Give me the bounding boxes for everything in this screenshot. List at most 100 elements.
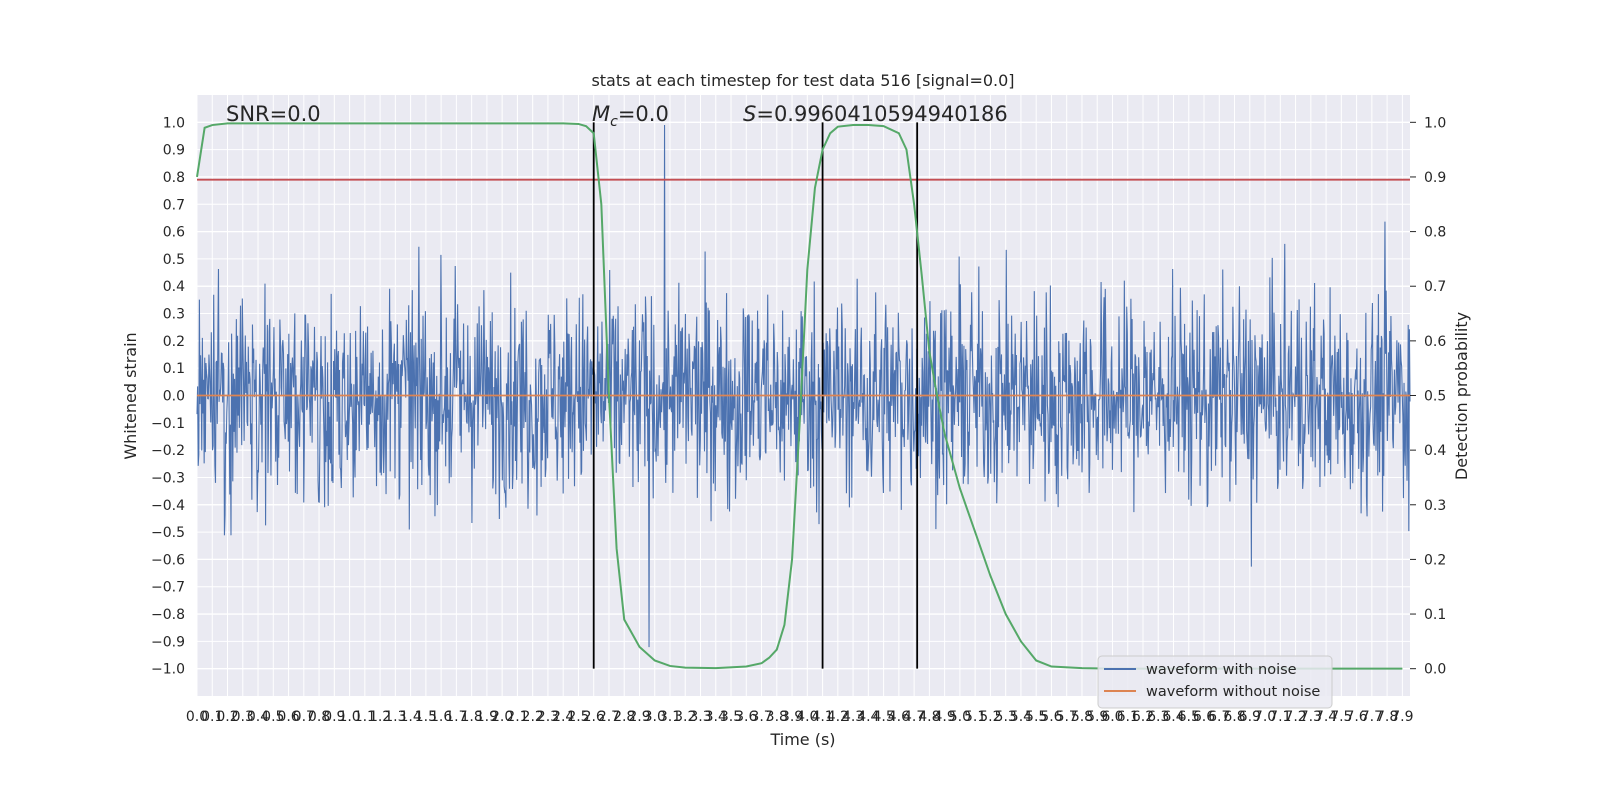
x-tick-label: 1.5 xyxy=(415,709,437,725)
x-tick-label: 0.1 xyxy=(201,709,223,725)
x-tick-label: 0.0 xyxy=(186,709,208,725)
right-y-axis-label: Detection probability xyxy=(1452,312,1471,480)
left-y-tick-label: −0.8 xyxy=(151,607,185,623)
left-y-tick-label: −0.4 xyxy=(151,498,185,514)
x-tick-label: 7.2 xyxy=(1284,709,1306,725)
x-tick-label: 3.0 xyxy=(644,709,666,725)
x-tick-label: 3.5 xyxy=(720,709,742,725)
left-y-tick-label: −0.5 xyxy=(151,525,185,541)
chart-title: stats at each timestep for test data 516… xyxy=(591,71,1014,90)
right-y-tick-label: 0.8 xyxy=(1424,225,1446,241)
noise-series xyxy=(196,125,1411,648)
probability-series xyxy=(196,122,1403,670)
x-tick-label: 3.1 xyxy=(659,709,681,725)
x-tick-label: 2.2 xyxy=(522,709,544,725)
s-symbol: S xyxy=(743,102,756,126)
right-y-tick-label: 0.4 xyxy=(1424,443,1446,459)
right-y-tick-label: 0.1 xyxy=(1424,607,1446,623)
x-tick-label: 4.0 xyxy=(796,709,818,725)
x-tick-label: 7.5 xyxy=(1330,709,1352,725)
x-tick-label: 0.5 xyxy=(262,709,284,725)
x-tick-label: 3.8 xyxy=(766,709,788,725)
x-tick-label: 1.8 xyxy=(461,709,483,725)
x-tick-label: 5.2 xyxy=(979,709,1001,725)
x-tick-label: 2.0 xyxy=(491,709,513,725)
x-tick-label: 2.4 xyxy=(552,709,574,725)
left-y-ticks: −1.0 −0.9 −0.8 −0.7 −0.6 −0.5 −0.4 −0.3 −0.2 −0.1… xyxy=(151,115,185,677)
mc-annotation: Mc=0.0 xyxy=(592,102,669,130)
left-y-tick-label: −0.3 xyxy=(151,470,185,486)
detection-probability-line xyxy=(196,122,1403,670)
x-tick-label: 2.3 xyxy=(537,709,559,725)
s-annotation: S=0.9960410594940186 xyxy=(743,102,1008,126)
left-y-tick-label: −0.2 xyxy=(151,443,185,459)
left-y-tick-label: −1.0 xyxy=(151,662,185,678)
x-tick-label: 0.9 xyxy=(323,709,345,725)
left-y-tick-label: 0.1 xyxy=(163,361,185,377)
x-tick-label: 4.9 xyxy=(934,709,956,725)
x-tick-label: 3.9 xyxy=(781,709,803,725)
x-tick-label: 3.3 xyxy=(689,709,711,725)
x-tick-label: 0.3 xyxy=(232,709,254,725)
mc-subscript: c xyxy=(610,114,618,130)
x-tick-label: 2.6 xyxy=(583,709,605,725)
mc-value: =0.0 xyxy=(618,102,669,126)
x-tick-label: 4.8 xyxy=(918,709,940,725)
x-tick-label: 7.6 xyxy=(1345,709,1367,725)
x-tick-label: 0.6 xyxy=(277,709,299,725)
x-tick-label: 5.3 xyxy=(995,709,1017,725)
left-y-tick-label: 0.5 xyxy=(163,252,185,268)
x-tick-label: 6.9 xyxy=(1239,709,1261,725)
x-tick-label: 5.5 xyxy=(1025,709,1047,725)
x-tick-label: 6.5 xyxy=(1178,709,1200,725)
x-tick-label: 1.1 xyxy=(354,709,376,725)
x-tick-label: 4.3 xyxy=(842,709,864,725)
x-tick-label: 0.4 xyxy=(247,709,269,725)
left-y-tick-label: −0.1 xyxy=(151,416,185,432)
left-y-tick-label: 0.0 xyxy=(163,389,185,405)
left-y-tick-label: 0.2 xyxy=(163,334,185,350)
right-y-ticks: 0.0 0.1 0.2 0.3 0.4 0.5 0.6 0.7 0.8 0.9 1.0 xyxy=(1410,115,1446,678)
x-tick-label: 4.1 xyxy=(811,709,833,725)
left-y-tick-label: 0.8 xyxy=(163,170,185,186)
x-tick-label: 5.8 xyxy=(1071,709,1093,725)
x-tick-label: 5.4 xyxy=(1010,709,1032,725)
x-tick-label: 1.9 xyxy=(476,709,498,725)
x-tick-label: 5.0 xyxy=(949,709,971,725)
right-y-tick-label: 0.0 xyxy=(1424,662,1446,678)
x-tick-label: 5.1 xyxy=(964,709,986,725)
x-tick-label: 1.3 xyxy=(384,709,406,725)
x-tick-label: 6.2 xyxy=(1132,709,1154,725)
left-y-tick-label: −0.7 xyxy=(151,580,185,596)
right-y-tick-label: 0.2 xyxy=(1424,552,1446,568)
x-tick-label: 6.4 xyxy=(1162,709,1184,725)
x-tick-label: 4.2 xyxy=(827,709,849,725)
left-y-tick-label: 0.3 xyxy=(163,307,185,323)
x-tick-label: 4.5 xyxy=(872,709,894,725)
x-tick-label: 7.9 xyxy=(1391,709,1413,725)
x-tick-label: 2.1 xyxy=(506,709,528,725)
x-tick-label: 7.7 xyxy=(1361,709,1383,725)
x-axis-label: Time (s) xyxy=(769,730,835,749)
x-tick-label: 4.6 xyxy=(888,709,910,725)
x-tick-label: 1.7 xyxy=(445,709,467,725)
x-tick-label: 6.3 xyxy=(1147,709,1169,725)
right-y-tick-label: 0.3 xyxy=(1424,498,1446,514)
legend-label-without-noise: waveform without noise xyxy=(1146,684,1320,700)
right-y-tick-label: 0.7 xyxy=(1424,279,1446,295)
x-tick-label: 5.7 xyxy=(1056,709,1078,725)
left-y-tick-label: 0.6 xyxy=(163,225,185,241)
x-tick-label: 6.7 xyxy=(1208,709,1230,725)
x-tick-label: 4.4 xyxy=(857,709,879,725)
x-tick-label: 6.0 xyxy=(1101,709,1123,725)
legend-label-with-noise: waveform with noise xyxy=(1146,662,1297,678)
right-y-tick-label: 0.9 xyxy=(1424,170,1446,186)
right-y-tick-label: 1.0 xyxy=(1424,115,1446,131)
x-tick-label: 3.4 xyxy=(705,709,727,725)
x-tick-label: 6.8 xyxy=(1223,709,1245,725)
snr-annotation: SNR=0.0 xyxy=(226,102,321,126)
x-tick-label: 7.3 xyxy=(1300,709,1322,725)
x-tick-label: 3.6 xyxy=(735,709,757,725)
x-tick-label: 6.1 xyxy=(1117,709,1139,725)
